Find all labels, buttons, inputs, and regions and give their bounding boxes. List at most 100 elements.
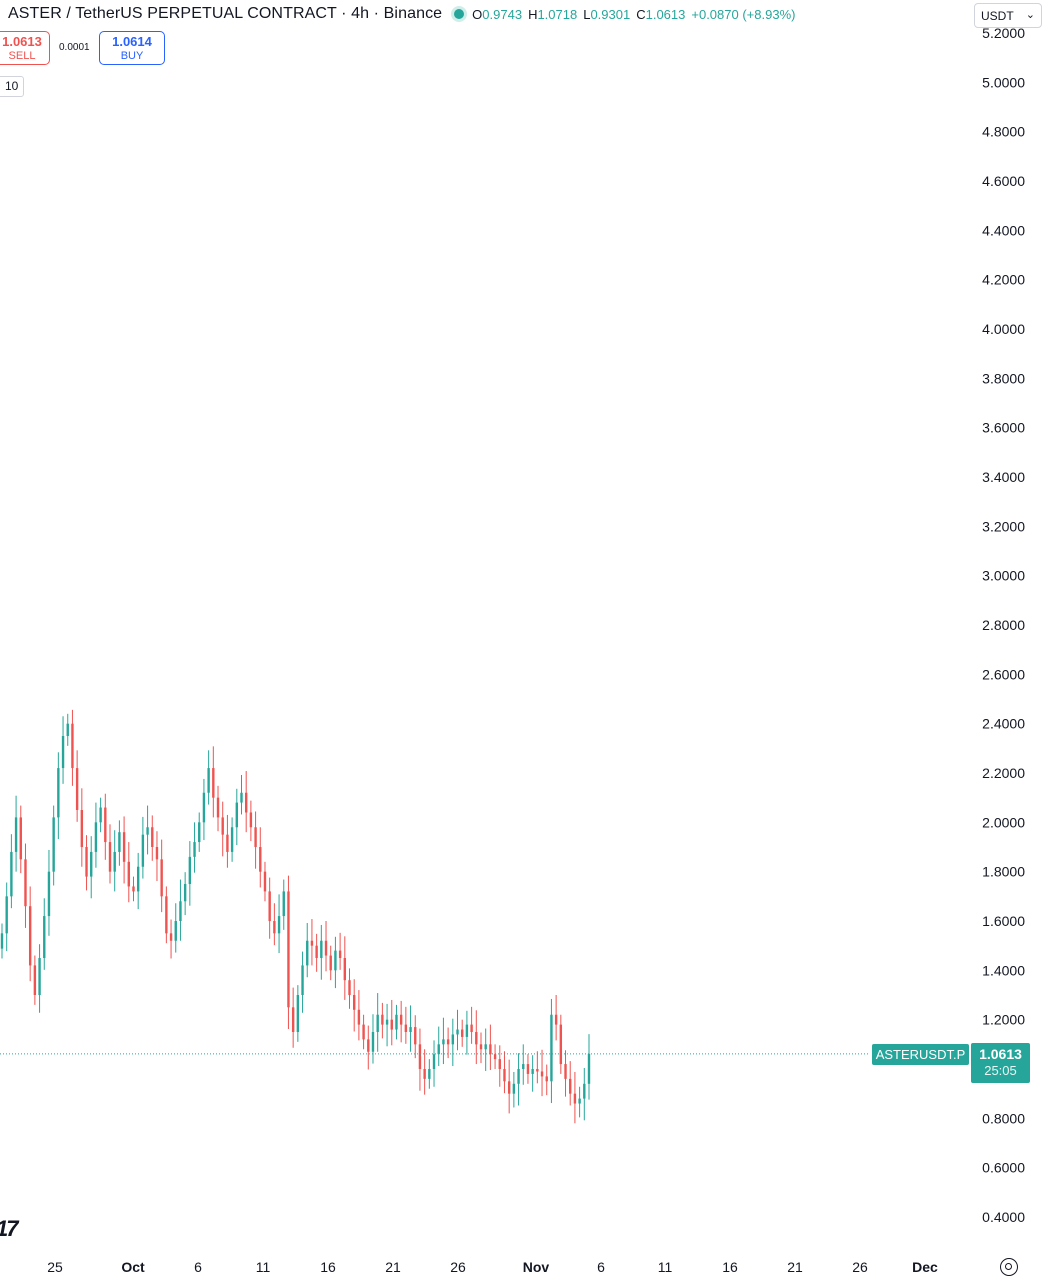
ohlc-high: H1.0718 [528,7,577,22]
candle-body [404,1024,408,1032]
candle-body [291,1007,295,1032]
candle-body [315,945,318,958]
sell-button[interactable]: 1.0613 SELL [0,31,50,65]
candle-body [353,995,356,1010]
price-tick-label: 3.4000 [982,469,1025,485]
candle-body [75,768,79,810]
candle-body [484,1044,487,1050]
candle-body [43,916,46,958]
candle-body [268,891,271,921]
time-tick-label: Oct [121,1259,145,1275]
spread-value: 0.0001 [59,42,90,53]
candle-body [38,958,41,995]
candle-body [343,958,347,981]
candle-body [489,1044,492,1055]
price-tick-label: 0.6000 [982,1160,1025,1176]
candle-body [569,1078,572,1094]
candle-body [165,896,168,934]
ohlc-change-value: +0.0870 (+8.93%) [691,6,796,22]
candle-body [296,995,300,1032]
time-axis[interactable]: 25 Oct 6 11 16 21 26 Nov 6 11 16 21 26 Dec [47,1259,938,1275]
time-tick-label: 16 [722,1259,738,1275]
candle-body [202,792,206,823]
candle-body [174,921,177,941]
candle-body [578,1098,581,1104]
candle-body [357,1009,361,1025]
candle-body [146,827,149,835]
candle-body [512,1083,516,1094]
candle-body [259,847,262,872]
last-price-tag: 1.0613 25:05 [971,1043,1030,1083]
candle-body [320,940,323,958]
price-tick-label: 4.4000 [982,222,1025,238]
candle-body [493,1054,497,1060]
candle-body [522,1064,525,1069]
candle-body [230,827,234,852]
candle-body [263,871,267,892]
candle-body [10,851,13,897]
price-tick-label: 2.2000 [982,765,1025,781]
candle-body [479,1044,483,1050]
candle-body [179,901,182,921]
currency-select[interactable]: USDT ⌄ [974,3,1042,28]
candle-body [461,1029,464,1037]
candle-body [33,965,37,995]
ohlc-high-label: H [528,6,538,22]
candle-body [94,822,98,852]
price-tick-label: 1.8000 [982,864,1025,880]
candle-body [414,1027,417,1045]
settings-icon[interactable] [1000,1258,1018,1276]
candle-body [432,1054,436,1069]
candle-body [442,1039,445,1045]
symbol-price-tag: ASTERUSDT.P [872,1044,969,1065]
candle-body [277,916,281,934]
candle-body [446,1039,450,1045]
candle-body [226,834,229,852]
candle-body [71,723,74,769]
candle-body [99,807,102,823]
ohlc-open: O0.9743 [472,7,522,22]
candle-body [193,842,196,857]
candle-body [57,768,60,818]
time-tick-label: 21 [385,1259,401,1275]
candle-body [437,1044,440,1055]
tradingview-logo-icon[interactable]: 17 [0,1216,19,1241]
candle-body [371,1032,375,1052]
buy-button[interactable]: 1.0614 BUY [99,31,165,65]
symbol-title[interactable]: ASTER / TetherUS PERPETUAL CONTRACT · 4h… [8,5,443,22]
candle-body [207,768,210,793]
candle-series [0,709,591,1124]
candle-body [564,1064,567,1079]
ohlc-low-label: L [583,6,591,22]
candle-body [418,1044,422,1069]
candle-body [66,723,69,736]
candle-body [132,886,135,892]
candle-body [395,1014,398,1030]
price-tick-label: 2.0000 [982,814,1025,830]
currency-value: USDT [981,8,1014,23]
candle-body [104,807,107,843]
candle-body [362,1024,365,1040]
candle-body [28,906,32,966]
candle-body [475,1032,478,1045]
candle-body [587,1053,591,1084]
time-tick-label: 6 [194,1259,202,1275]
price-tick-label: 4.2000 [982,272,1025,288]
ohlc-close: C1.0613 [636,7,685,22]
candle-body [240,792,243,803]
price-axis[interactable]: 5.2000 5.0000 4.8000 4.6000 4.4000 4.2000 4.00… [982,25,1025,1225]
price-tick-label: 3.2000 [982,518,1025,534]
candle-body [456,1029,459,1035]
indicator-chip[interactable]: 10 [0,76,25,97]
candle-body [334,950,337,971]
ohlc-close-value: 1.0613 [645,6,686,22]
last-price-value: 1.0613 [979,1046,1022,1062]
chart-header: ASTER / TetherUS PERPETUAL CONTRACT · 4h… [0,0,960,28]
candle-body [498,1059,501,1069]
price-tick-label: 0.8000 [982,1110,1025,1126]
candle-body [399,1014,403,1025]
candle-body [249,812,253,828]
bar-countdown: 25:05 [984,1063,1017,1078]
buy-label: BUY [120,50,144,62]
